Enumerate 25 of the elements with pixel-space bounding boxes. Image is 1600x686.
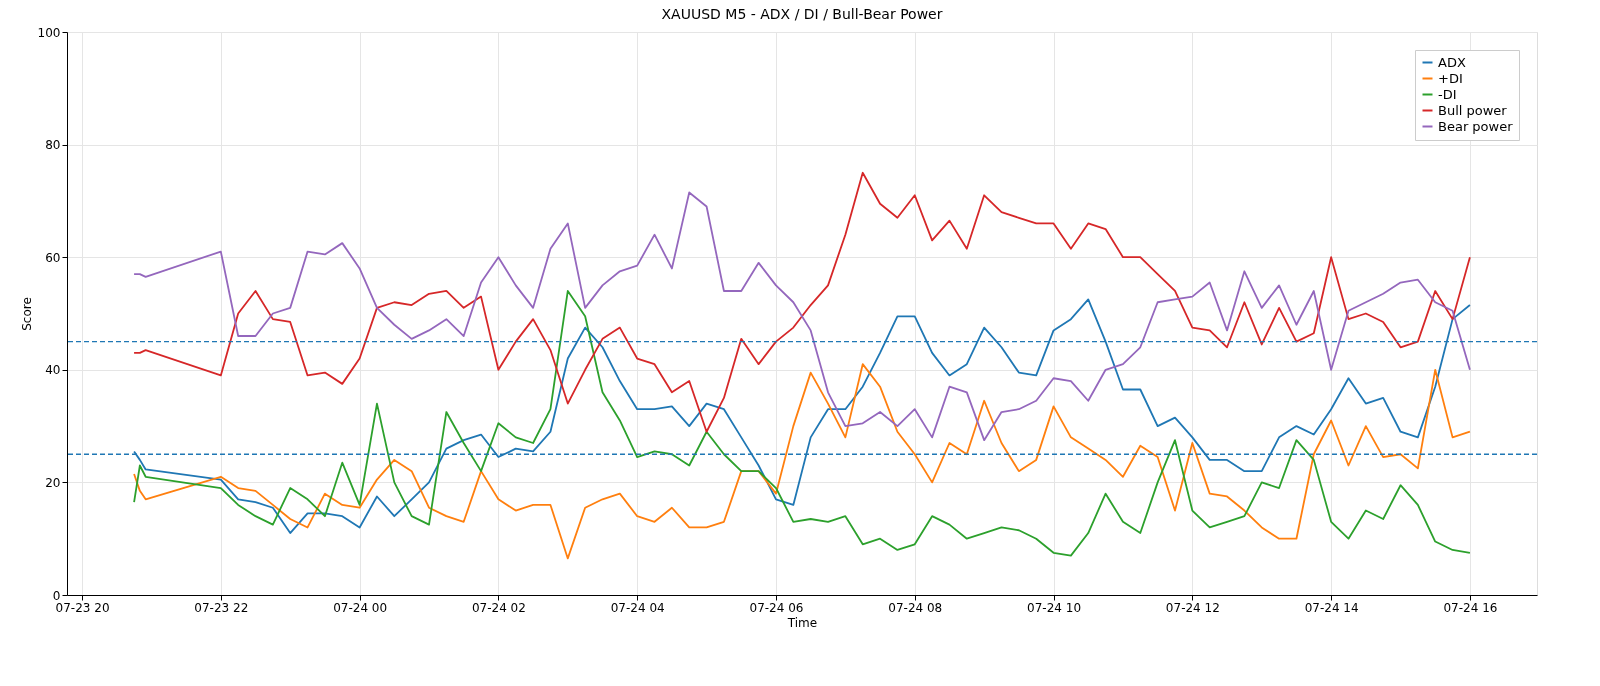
x-tick-label: 07-23 20 bbox=[55, 600, 110, 615]
legend-label: ADX bbox=[1438, 54, 1466, 70]
chart-title: XAUUSD M5 - ADX / DI / Bull-Bear Power bbox=[661, 6, 943, 22]
y-tick-label: 20 bbox=[45, 475, 61, 490]
legend-label: -DI bbox=[1438, 86, 1457, 102]
x-tick-label: 07-23 22 bbox=[194, 600, 249, 615]
legend-label: Bear power bbox=[1438, 118, 1514, 134]
x-tick-label: 07-24 14 bbox=[1304, 600, 1359, 615]
x-tick-label: 07-24 08 bbox=[888, 600, 943, 615]
x-axis-title: Time bbox=[786, 615, 818, 630]
x-tick-label: 07-24 10 bbox=[1027, 600, 1082, 615]
legend-label: +DI bbox=[1438, 70, 1463, 86]
y-tick-label: 100 bbox=[37, 25, 61, 40]
y-tick-label: 40 bbox=[45, 363, 61, 378]
y-tick-label: 0 bbox=[52, 588, 61, 603]
legend-label: Bull power bbox=[1438, 102, 1508, 118]
y-axis-title: Score bbox=[19, 297, 34, 331]
x-tick-label: 07-24 16 bbox=[1443, 600, 1498, 615]
x-tick-label: 07-24 02 bbox=[471, 600, 526, 615]
x-tick-label: 07-24 06 bbox=[749, 600, 804, 615]
y-tick-label: 60 bbox=[45, 250, 61, 265]
x-tick-label: 07-24 00 bbox=[333, 600, 388, 615]
x-tick-label: 07-24 04 bbox=[610, 600, 665, 615]
y-tick-label: 80 bbox=[45, 138, 61, 153]
x-tick-label: 07-24 12 bbox=[1165, 600, 1220, 615]
